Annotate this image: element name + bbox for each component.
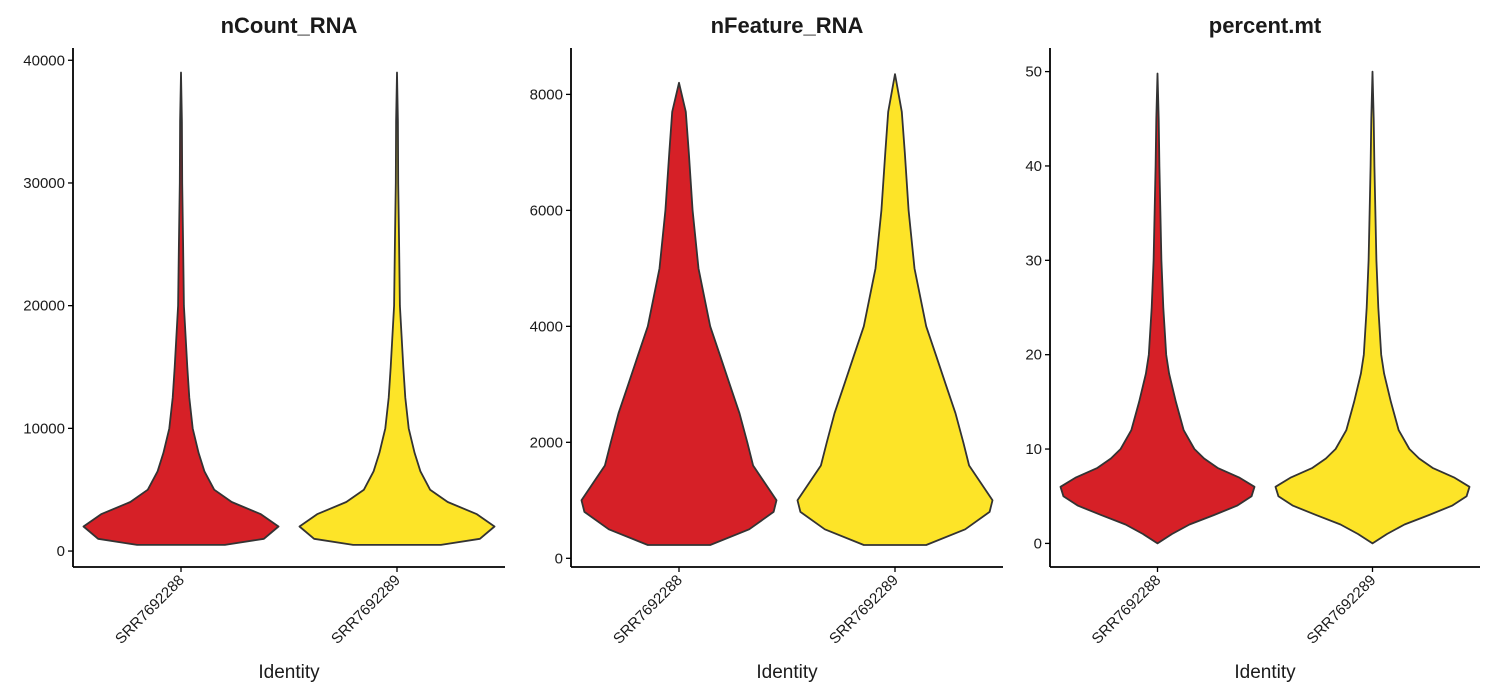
- y-tick-label: 40000: [23, 52, 65, 69]
- violin-SRR7692289: [796, 73, 994, 546]
- panel-title: nFeature_RNA: [711, 13, 864, 38]
- y-tick-label: 0: [57, 543, 65, 560]
- y-tick-label: 10: [1025, 441, 1042, 458]
- x-tick-label: SRR7692289: [1304, 572, 1380, 648]
- panel-title: percent.mt: [1209, 13, 1322, 38]
- y-tick-label: 40: [1025, 158, 1042, 175]
- violin-SRR7692289: [1274, 70, 1471, 545]
- y-tick-label: 2000: [530, 434, 563, 451]
- panel-3: 0 10 20 30 40 50 SRR7692288 SRR7692289 percent.m…: [1025, 13, 1480, 683]
- violin-SRR7692288: [1059, 72, 1256, 545]
- violin-SRR7692288: [580, 81, 778, 546]
- y-tick-label: 30: [1025, 252, 1042, 269]
- y-tick-label: 4000: [530, 318, 563, 335]
- y-tick-label: 20: [1025, 347, 1042, 364]
- x-axis-title: Identity: [756, 662, 818, 683]
- violin-SRR7692288: [82, 71, 280, 546]
- panel-2: 0 2000 4000 6000 8000 SRR7692288 SRR7692289 nFe…: [530, 13, 1003, 683]
- y-tick-label: 6000: [530, 202, 563, 219]
- y-tick-label: 0: [1034, 535, 1042, 552]
- x-tick-label: SRR7692289: [328, 572, 404, 648]
- x-tick-label: SRR7692289: [826, 572, 902, 648]
- x-tick-label: SRR7692288: [1089, 572, 1165, 648]
- y-tick-label: 0: [555, 550, 563, 567]
- panel-1: 0 10000 20000 30000 40000 SRR7692288 SRR769228…: [23, 13, 505, 683]
- y-tick-label: 10000: [23, 420, 65, 437]
- y-tick-label: 20000: [23, 298, 65, 315]
- y-tick-label: 50: [1025, 64, 1042, 81]
- x-axis-title: Identity: [1234, 662, 1296, 683]
- x-tick-label: SRR7692288: [610, 572, 686, 648]
- y-tick-label: 8000: [530, 86, 563, 103]
- y-tick-label: 30000: [23, 175, 65, 192]
- x-tick-label: SRR7692288: [112, 572, 188, 648]
- violin-SRR7692289: [298, 71, 496, 546]
- x-axis-title: Identity: [258, 662, 320, 683]
- panel-title: nCount_RNA: [221, 13, 358, 38]
